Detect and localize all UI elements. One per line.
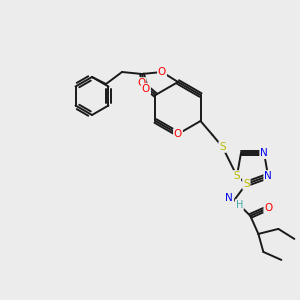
Text: O: O [137, 78, 146, 88]
Text: S: S [243, 179, 250, 189]
Text: O: O [158, 67, 166, 77]
Text: N: N [264, 171, 272, 181]
Text: H: H [236, 200, 243, 210]
Text: S: S [234, 171, 240, 181]
Text: N: N [260, 148, 268, 158]
Text: O: O [142, 84, 150, 94]
Text: O: O [264, 203, 272, 213]
Text: N: N [226, 193, 233, 203]
Text: O: O [174, 129, 182, 139]
Text: S: S [219, 142, 226, 152]
